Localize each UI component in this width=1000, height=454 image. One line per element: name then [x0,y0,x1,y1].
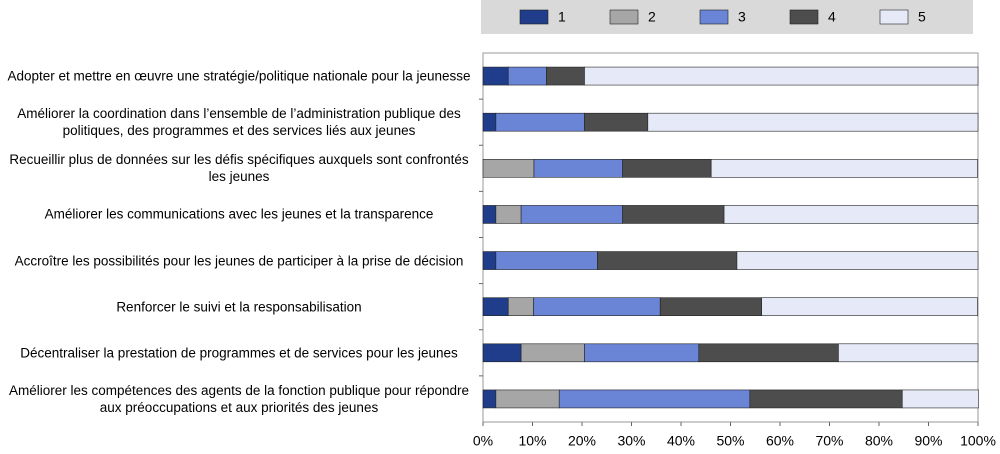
category-label: Améliorer les communications avec les je… [44,206,434,222]
legend-swatch [789,9,819,25]
x-tick-label: 90% [914,433,942,449]
legend-swatch [879,9,909,25]
bar-segment [495,389,560,409]
legend-label: 4 [828,9,836,25]
bar-segment [520,343,585,363]
bar-segment [507,297,534,316]
plot-area [482,52,979,423]
legend-swatch [699,9,729,25]
bar-segment [622,159,712,178]
bar-segment [698,343,839,363]
bar-segment [482,159,535,178]
bar-segment [546,66,585,86]
bar-segment [482,205,497,224]
category-label: Adopter et mettre en œuvre une stratégie… [7,68,471,84]
x-tick-label: 40% [667,433,695,449]
x-tick-label: 80% [865,433,893,449]
bar-segment [520,205,623,224]
x-tick-label: 20% [568,433,596,449]
category-label: Accroître les possibilités pour les jeun… [14,253,464,269]
bar-segment [584,112,649,132]
bar-segment [659,297,762,316]
bar-segment [482,389,497,409]
x-tick-label: 0% [473,433,493,449]
category-label: Renforcer le suivi et la responsabilisat… [116,299,362,315]
bar-segment [584,343,700,363]
x-tick-label: 10% [518,433,546,449]
bar-segment [507,66,547,86]
bar-segment [761,297,978,316]
bar-segment [584,66,979,86]
bar-segment [558,389,751,409]
x-tick-label: 30% [617,433,645,449]
x-tick-label: 50% [716,433,744,449]
x-tick-label: 100% [960,433,996,449]
bar-segment [597,251,738,270]
bar-segment [495,205,522,224]
bar-segment [495,251,598,270]
legend-label: 3 [738,9,746,25]
category-label: Recueillir plus de données sur les défis… [9,152,469,185]
legend-swatch [609,9,639,25]
bar-segment [901,389,979,409]
legend-label: 2 [648,9,656,25]
bar-segment [736,251,979,270]
x-tick-label: 60% [766,433,794,449]
bar-segment [749,389,903,409]
bar-segment [482,66,509,86]
category-label: Améliorer les compétences des agents de … [8,382,470,415]
bar-segment [647,112,979,132]
bar-segment [723,205,979,224]
category-label: Décentraliser la prestation de programme… [20,345,458,361]
x-tick-label: 70% [815,433,843,449]
bar-segment [482,112,497,132]
bar-segment [533,159,623,178]
bar-segment [533,297,661,316]
legend-label: 5 [918,9,926,25]
bar-segment [482,297,509,316]
bar-segment [482,343,522,363]
bar-segment [622,205,725,224]
category-label: Améliorer la coordination dans l’ensembl… [17,106,461,139]
legend-swatch [519,9,549,25]
legend-label: 1 [558,9,566,25]
bar-segment [710,159,978,178]
bar-segment [838,343,979,363]
bar-segment [482,251,497,270]
bar-segment [495,112,585,132]
